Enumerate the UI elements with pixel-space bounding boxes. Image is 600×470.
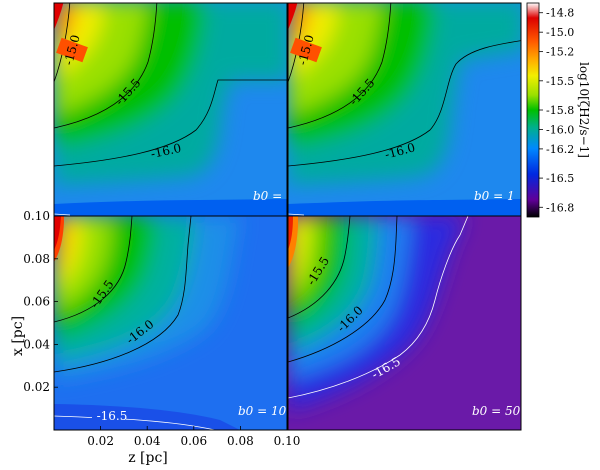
colorbar: -14.8 -15.0 -15.2 -15.5 -15.8 -16.0 -16.2 -16.5…	[526, 2, 591, 218]
y-tick-label: 0.02	[23, 380, 50, 394]
y-tick-label: 0.04	[23, 337, 50, 351]
contour-label-c-3: -16.5	[97, 409, 128, 423]
colorbar-label: log10[ζH2/s−1]	[577, 62, 591, 158]
panel-b: -15.0 -15.5 -16.0 b0 = 1	[288, 3, 521, 216]
contour-label-a-3: -16.0	[149, 141, 182, 161]
b0-label-a: b0 = 0	[253, 189, 294, 203]
x-axis: 0.02 0.04 0.06 0.08 0.10	[87, 426, 300, 448]
panel-a: -15.0 -15.5 -16.0 b0 = 0	[54, 3, 294, 216]
x-axis-label: z [pc]	[128, 450, 168, 466]
b0-label-b: b0 = 1	[474, 189, 515, 203]
colorbar-gradient	[526, 2, 540, 218]
y-tick-label: 0.10	[23, 209, 50, 223]
y-tick-label: 0.06	[23, 295, 50, 309]
y-axis: 0.02 0.04 0.06 0.08 0.10	[23, 209, 58, 394]
panel-d: -15.5 -16.0 -16.5 b0 = 50	[288, 216, 521, 430]
colorbar-tick-label: -15.0	[546, 26, 574, 39]
colorbar-tick-label: -15.8	[546, 104, 574, 117]
x-tick-label: 0.08	[227, 434, 254, 448]
b0-label-c: b0 = 10	[238, 404, 287, 418]
x-tick-label: 0.06	[180, 434, 207, 448]
y-tick-label: 0.08	[23, 252, 50, 266]
colorbar-tick-label: -15.5	[546, 75, 574, 88]
x-tick-label: 0.02	[87, 434, 114, 448]
colorbar-tick-label: -16.2	[546, 143, 574, 156]
b0-label-d: b0 = 50	[472, 404, 521, 418]
x-tick-label: 0.10	[274, 434, 301, 448]
y-axis-label: x [pc]	[10, 316, 26, 356]
panel-c: -15.5 -16.0 -16.5 b0 = 10	[54, 216, 287, 430]
colorbar-tick-label: -14.8	[546, 7, 574, 20]
colorbar-tick-label: -15.2	[546, 46, 574, 59]
colorbar-tick-label: -16.8	[546, 201, 574, 214]
x-tick-label: 0.04	[134, 434, 161, 448]
panel-frames	[53, 2, 522, 431]
colorbar-tick-label: -16.5	[546, 172, 574, 185]
colorbar-tick-label: -16.0	[546, 123, 574, 136]
